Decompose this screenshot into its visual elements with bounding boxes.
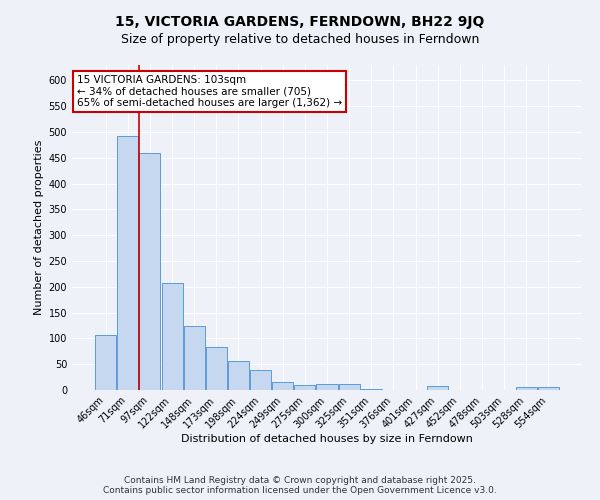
Bar [228, 360, 249, 390]
Bar [161, 283, 182, 390]
Text: Size of property relative to detached houses in Ferndown: Size of property relative to detached ho… [121, 32, 479, 46]
Bar [206, 346, 227, 390]
Text: Contains HM Land Registry data © Crown copyright and database right 2025.
Contai: Contains HM Land Registry data © Crown c… [103, 476, 497, 495]
Bar [316, 384, 338, 390]
Y-axis label: Number of detached properties: Number of detached properties [34, 140, 44, 315]
X-axis label: Distribution of detached houses by size in Ferndown: Distribution of detached houses by size … [181, 434, 473, 444]
Bar [427, 386, 448, 390]
Text: 15, VICTORIA GARDENS, FERNDOWN, BH22 9JQ: 15, VICTORIA GARDENS, FERNDOWN, BH22 9JQ [115, 15, 485, 29]
Bar [272, 382, 293, 390]
Bar [515, 388, 536, 390]
Bar [338, 384, 359, 390]
Bar [139, 152, 160, 390]
Bar [250, 370, 271, 390]
Bar [95, 335, 116, 390]
Bar [118, 136, 139, 390]
Bar [538, 387, 559, 390]
Bar [184, 326, 205, 390]
Bar [295, 386, 316, 390]
Bar [361, 389, 382, 390]
Text: 15 VICTORIA GARDENS: 103sqm
← 34% of detached houses are smaller (705)
65% of se: 15 VICTORIA GARDENS: 103sqm ← 34% of det… [77, 74, 342, 108]
